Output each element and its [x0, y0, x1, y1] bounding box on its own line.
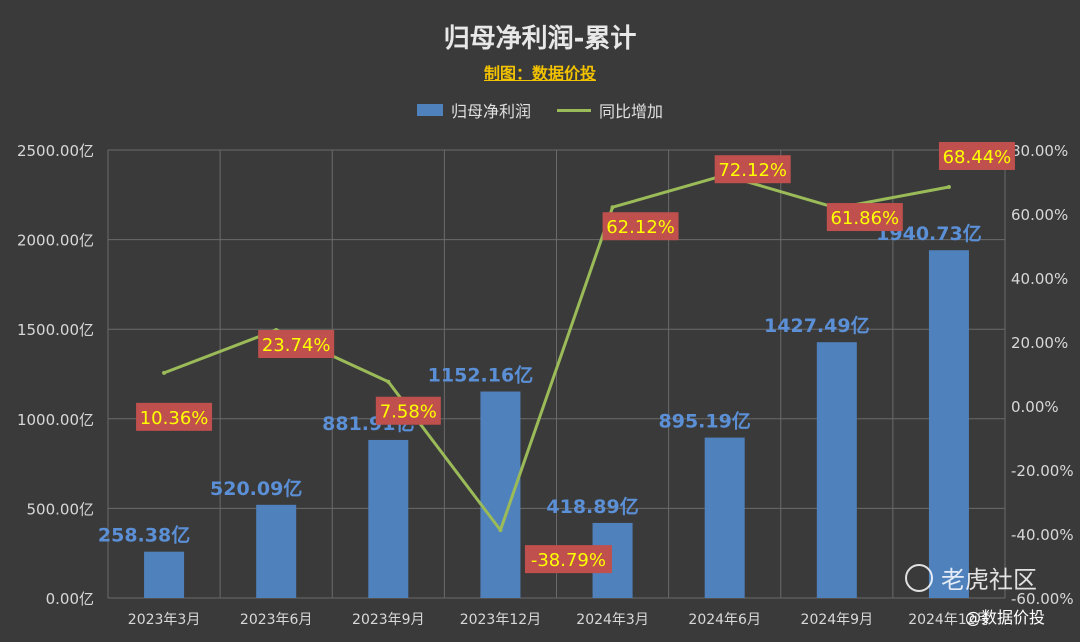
pct-label-text: 10.36%	[140, 408, 209, 429]
legend-item-line: 同比增加	[557, 98, 663, 122]
bar	[704, 437, 745, 598]
bar	[816, 342, 857, 598]
chart-title: 归母净利润-累计	[443, 24, 637, 54]
x-tick-label: 2024年9月	[801, 612, 874, 628]
legend-line-label: 同比增加	[599, 102, 664, 121]
pct-label-text: -38.79%	[531, 550, 606, 571]
y-right-tick-label: -40.00%	[1011, 526, 1074, 544]
pct-label: 68.44%	[938, 141, 1015, 170]
bar	[368, 439, 409, 598]
x-tick-label: 2023年9月	[352, 612, 425, 628]
y-left-tick-label: 500.00亿	[27, 500, 95, 518]
pct-label-text: 72.12%	[718, 160, 787, 181]
pct-label-box	[136, 402, 213, 431]
pct-label: 23.74%	[258, 330, 335, 359]
y-left-tick-label: 1500.00亿	[17, 321, 94, 339]
pct-label-box	[258, 330, 335, 359]
pct-label: 62.12%	[602, 212, 679, 241]
bar	[256, 504, 297, 598]
bar	[480, 391, 521, 598]
x-tick-label: 2024年6月	[688, 612, 761, 628]
bar-value-label: 895.19亿	[659, 410, 751, 433]
pct-label: 61.86%	[826, 203, 903, 232]
x-tick-label: 2023年12月	[460, 612, 541, 628]
pct-label: 72.12%	[714, 155, 791, 184]
bar	[928, 250, 969, 598]
y-left-tick-label: 1000.00亿	[17, 411, 94, 429]
pct-label-text: 61.86%	[830, 208, 899, 229]
y-left-tick-label: 2500.00亿	[17, 142, 94, 160]
x-tick-label: 2024年3月	[576, 612, 649, 628]
legend-line-swatch	[557, 108, 591, 112]
bar	[144, 551, 185, 598]
watermark: 老虎社区	[905, 560, 1037, 595]
pct-label-box	[826, 203, 903, 232]
bar-value-label: 258.38亿	[98, 524, 190, 547]
bar-value-label: 418.89亿	[546, 495, 638, 518]
pct-label-box	[714, 155, 791, 184]
line-point	[610, 205, 615, 210]
line-point	[946, 184, 951, 189]
y-right-tick-label: 40.00%	[1011, 270, 1068, 288]
bar-value-label: 520.09亿	[210, 477, 302, 500]
y-right-tick-label: 80.00%	[1011, 142, 1068, 160]
chart-subtitle: 制图：数据价投	[483, 64, 596, 83]
bar-value-label: 1152.16亿	[428, 364, 534, 387]
bar-value-label: 1427.49亿	[764, 314, 870, 337]
pct-label-box	[938, 141, 1015, 170]
y-right-tick-label: -60.00%	[1011, 590, 1074, 608]
line-point	[162, 370, 167, 375]
legend-bar-swatch	[416, 104, 443, 116]
pct-label: 10.36%	[136, 402, 213, 431]
legend: 归母净利润 同比增加	[0, 98, 1080, 122]
y-right-tick-label: 60.00%	[1011, 206, 1068, 224]
watermark-brand: 老虎社区	[941, 566, 1037, 594]
pct-label-box	[602, 212, 679, 241]
pct-label-text: 68.44%	[943, 147, 1012, 168]
line-point	[386, 379, 391, 384]
y-right-tick-label: 20.00%	[1011, 334, 1068, 352]
line-point	[498, 528, 503, 533]
y-left-tick-label: 2000.00亿	[17, 232, 94, 250]
y-right-tick-label: -20.00%	[1011, 462, 1074, 480]
pct-label: 7.58%	[375, 396, 441, 425]
y-left-tick-label: 0.00亿	[46, 590, 94, 608]
pct-label-text: 7.58%	[380, 402, 437, 423]
legend-item-bar: 归母净利润	[416, 98, 531, 122]
x-tick-label: 2023年3月	[128, 612, 201, 628]
pct-label-text: 62.12%	[606, 217, 675, 238]
tiger-logo-icon	[905, 563, 933, 592]
pct-label-box	[375, 396, 441, 425]
pct-label-text: 23.74%	[262, 335, 331, 356]
legend-bar-label: 归母净利润	[450, 102, 531, 121]
y-right-tick-label: 0.00%	[1011, 398, 1059, 416]
x-tick-label: 2023年6月	[240, 612, 313, 628]
watermark-handle: @数据价投	[965, 608, 1046, 627]
x-tick-label: 2024年12月	[908, 612, 989, 628]
pct-label-box	[524, 545, 612, 574]
pct-label: -38.79%	[524, 545, 612, 574]
